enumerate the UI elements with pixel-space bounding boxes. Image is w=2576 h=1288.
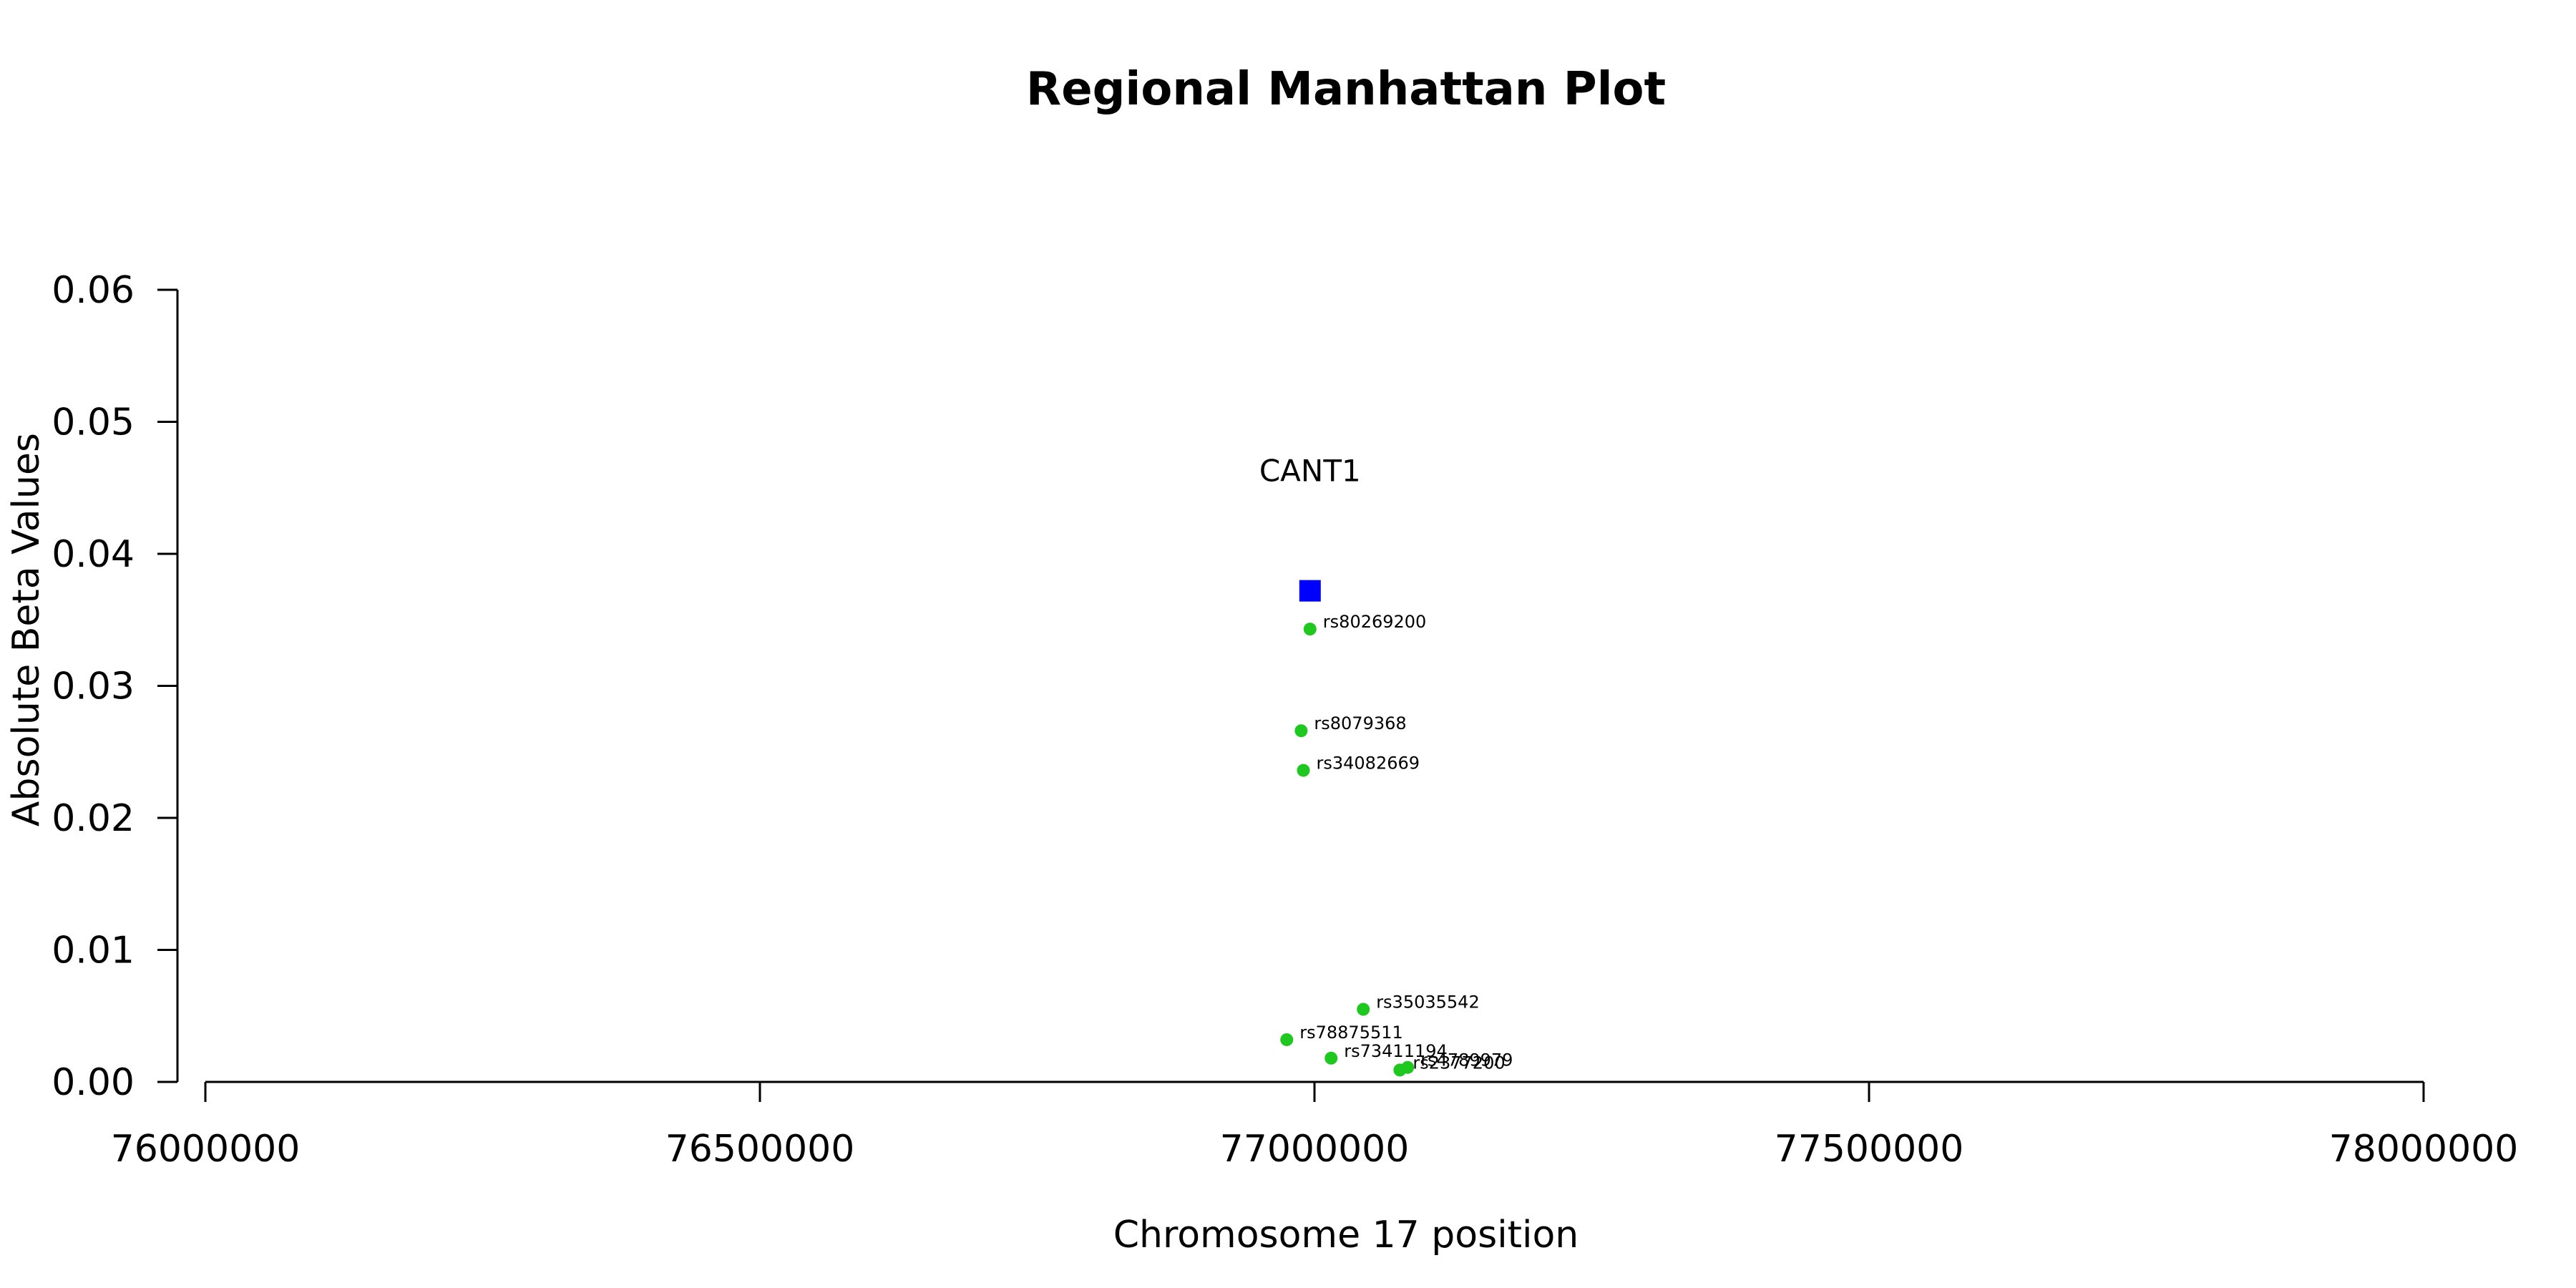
snp-point (1357, 1002, 1370, 1016)
chart-title: Regional Manhattan Plot (1026, 63, 1666, 116)
x-axis: 76000000 76500000 77000000 77500000 78000000 (111, 1080, 2519, 1171)
snp-label: rs80269200 (1323, 612, 1427, 632)
x-axis-label: Chromosome 17 position (1113, 1214, 1579, 1257)
snp-point (1324, 1051, 1338, 1065)
y-axis: 0.00 0.01 0.02 0.03 0.04 0.05 0.06 (52, 269, 179, 1104)
snp-label: rs34082669 (1317, 753, 1420, 774)
y-tick-label: 0.03 (52, 665, 135, 708)
y-tick-label: 0.05 (52, 401, 135, 444)
snp-point (1297, 763, 1310, 777)
y-tick-label: 0.00 (52, 1061, 135, 1104)
y-tick-label: 0.04 (52, 533, 135, 576)
y-tick-label: 0.01 (52, 930, 135, 972)
snp-label: rs2377200 (1413, 1053, 1505, 1073)
snp-point (1280, 1033, 1294, 1046)
y-axis-label: Absolute Beta Values (5, 433, 48, 826)
gene-layer: CANT1 (1259, 454, 1361, 602)
x-tick-label: 77500000 (1775, 1128, 1964, 1171)
x-tick-label: 78000000 (2329, 1128, 2519, 1171)
gene-marker (1299, 580, 1321, 602)
snp-label: rs73411194 (1344, 1041, 1448, 1061)
x-tick-label: 76000000 (111, 1128, 301, 1171)
snp-label: rs4789979 (1420, 1050, 1513, 1070)
y-tick-label: 0.06 (52, 269, 135, 312)
snp-point (1393, 1063, 1407, 1077)
x-tick-label: 77000000 (1220, 1128, 1410, 1171)
gene-label: CANT1 (1259, 454, 1361, 489)
y-tick-label: 0.02 (52, 797, 135, 840)
snp-label: rs78875511 (1299, 1023, 1403, 1043)
snp-point (1303, 623, 1317, 636)
snp-points: rs80269200 rs8079368 rs34082669 rs35035542 r… (1280, 612, 1513, 1077)
x-tick-label: 76500000 (665, 1128, 855, 1171)
snp-label: rs35035542 (1376, 992, 1480, 1013)
snp-label: rs8079368 (1314, 713, 1406, 733)
snp-point (1294, 724, 1308, 738)
